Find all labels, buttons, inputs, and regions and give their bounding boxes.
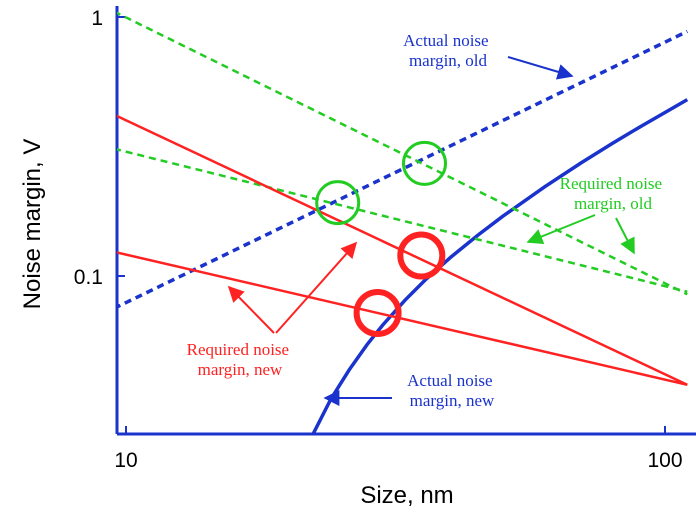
annotation-line: margin, old (574, 194, 653, 213)
annotation-line: Actual noise (403, 31, 488, 50)
annotation-line: margin, new (410, 391, 495, 410)
annotation-required-old: Required noise margin, old (560, 174, 667, 213)
annotation-actual-old: Actual noise margin, old (403, 31, 493, 70)
intersection-marker-circle (402, 140, 447, 186)
arrow-required-new-left (227, 285, 275, 334)
annotation-line: margin, old (409, 51, 488, 70)
series-line-req-old-1 (117, 11, 688, 296)
annotation-line: Required noise (560, 174, 662, 193)
annotation-actual-new: Actual noise margin, new (407, 371, 497, 410)
series-line-actual-old (117, 29, 689, 309)
intersection-marker-circle (315, 180, 361, 226)
annotation-line: margin, new (198, 360, 283, 379)
x-tick-label-100: 100 (647, 449, 682, 472)
series-line-actual-new (311, 98, 689, 434)
intersection-marker-circle (397, 231, 446, 280)
arrow-required-old-right (615, 217, 635, 255)
y-axis-title: Noise margin, V (19, 139, 46, 310)
y-tick-label-0.1: 0.1 (74, 266, 103, 289)
annotation-line: Required noise (187, 340, 289, 359)
x-tick-label-10: 10 (114, 449, 137, 472)
intersection-marker-circle (353, 289, 402, 337)
x-axis-title: Size, nm (360, 482, 453, 509)
y-tick-label-1: 1 (91, 7, 103, 30)
marker-layer (315, 140, 447, 337)
arrow-actual-old (507, 56, 574, 80)
annotation-line: Actual noise (407, 371, 492, 390)
arrow-required-new-right (275, 241, 358, 334)
annotation-required-new: Required noise margin, new (187, 340, 294, 379)
arrow-required-old-left (526, 214, 596, 245)
series-line-req-old-2 (117, 148, 688, 293)
